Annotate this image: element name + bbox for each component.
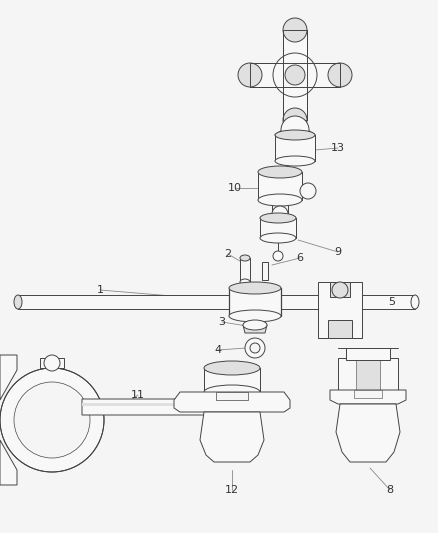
Text: 1: 1 [96,285,103,295]
Bar [240,258,250,282]
Text: 13: 13 [331,143,345,153]
Text: 8: 8 [386,485,394,495]
Bar [346,348,390,360]
Circle shape [273,53,317,97]
Ellipse shape [204,385,260,399]
Circle shape [14,382,90,458]
Text: 10: 10 [228,183,242,193]
Polygon shape [250,63,340,87]
Ellipse shape [260,213,296,223]
Ellipse shape [204,361,260,375]
Bar [260,218,296,238]
Circle shape [273,251,283,261]
Polygon shape [0,440,17,485]
Text: 2: 2 [224,249,232,259]
Polygon shape [330,390,406,404]
Ellipse shape [411,295,419,309]
Bar [262,262,268,280]
Text: 12: 12 [225,485,239,495]
Text: 11: 11 [131,390,145,400]
Bar [204,368,260,392]
Bar [216,392,248,400]
Polygon shape [283,30,307,120]
Bar [338,358,398,390]
Circle shape [285,65,305,85]
Circle shape [283,18,307,42]
Ellipse shape [258,194,302,206]
Text: 6: 6 [297,253,304,263]
Bar [258,172,302,200]
Circle shape [332,282,348,298]
Circle shape [44,355,60,371]
Ellipse shape [258,166,302,178]
Ellipse shape [260,233,296,243]
Ellipse shape [14,295,22,309]
Circle shape [245,338,265,358]
Circle shape [300,183,316,199]
Text: 3: 3 [219,317,226,327]
Bar [330,282,350,297]
Bar [82,403,208,406]
Circle shape [238,63,262,87]
Ellipse shape [243,320,267,330]
Text: 4: 4 [215,345,222,355]
Bar [356,358,380,390]
Text: 5: 5 [389,297,396,307]
Polygon shape [200,412,264,462]
Bar [18,295,415,309]
Circle shape [283,108,307,132]
Bar [328,320,352,338]
Ellipse shape [229,310,281,322]
Polygon shape [243,325,267,333]
Circle shape [281,116,309,144]
Polygon shape [336,404,400,462]
Bar [318,282,362,338]
Polygon shape [0,355,17,400]
Ellipse shape [240,279,250,285]
Ellipse shape [229,282,281,294]
Polygon shape [174,392,290,412]
Bar [354,390,382,398]
Circle shape [328,63,352,87]
Polygon shape [82,399,208,415]
Bar [229,288,281,316]
Ellipse shape [240,255,250,261]
Ellipse shape [275,130,315,140]
Circle shape [250,343,260,353]
Ellipse shape [275,156,315,166]
Bar [275,135,315,161]
Bar [40,358,64,368]
Circle shape [272,206,288,222]
Text: 9: 9 [335,247,342,257]
Circle shape [0,368,104,472]
